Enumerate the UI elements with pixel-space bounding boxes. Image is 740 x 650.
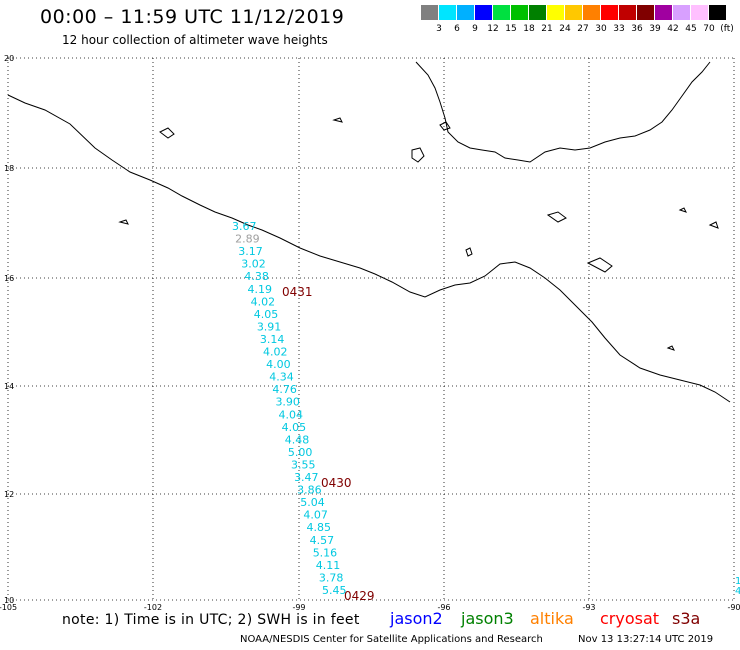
wave-height-value: 3.47 xyxy=(294,471,319,484)
legend-label: 15 xyxy=(505,24,517,34)
legend-swatch xyxy=(547,5,564,20)
legend-label: 24 xyxy=(559,24,571,34)
edge-marks: 14 xyxy=(735,576,740,597)
satellite-name: jason2 xyxy=(390,609,443,628)
map-title: 00:00 – 11:59 UTC 11/12/2019 xyxy=(40,6,345,28)
wave-height-value: 5.16 xyxy=(313,546,338,559)
pass-time-label: 0430 xyxy=(321,476,352,490)
legend-swatch xyxy=(691,5,708,20)
legend-swatch xyxy=(583,5,600,20)
longitude-label: -102 xyxy=(144,603,162,612)
wave-height-value: 4.57 xyxy=(310,534,335,547)
legend-swatch xyxy=(637,5,654,20)
legend-swatch xyxy=(673,5,690,20)
wave-height-value: 3.91 xyxy=(257,320,282,333)
wave-height-value: 5.00 xyxy=(288,446,313,459)
wave-height-value: 4.00 xyxy=(266,358,291,371)
longitude-label: -96 xyxy=(437,603,450,612)
legend-label: 33 xyxy=(613,24,625,34)
legend-label: 39 xyxy=(649,24,661,34)
map-grid xyxy=(7,57,735,601)
edge-value-mark: 1 xyxy=(735,576,740,587)
pass-time-label: 0431 xyxy=(282,285,313,299)
wave-height-value: 4.05 xyxy=(254,308,278,321)
legend-label: 70 xyxy=(703,24,715,34)
legend-label: 18 xyxy=(523,24,535,34)
legend-swatch xyxy=(529,5,546,20)
axis-tick-labels: 20 18 16 14 12 10-105 -102 -99 -96 -93 -90 xyxy=(0,54,740,612)
latitude-label: 18 xyxy=(4,164,14,173)
legend-swatch xyxy=(439,5,456,20)
edge-value-mark: 4 xyxy=(735,586,740,597)
wave-height-value: 4.02 xyxy=(263,346,288,359)
longitude-label: -99 xyxy=(292,603,305,612)
legend-label: 30 xyxy=(595,24,607,34)
latitude-label: 12 xyxy=(4,490,14,499)
wave-height-value: 4.02 xyxy=(251,295,276,308)
legend-swatch xyxy=(457,5,474,20)
wave-height-value: 4.04 xyxy=(279,408,304,421)
coastline xyxy=(7,61,731,403)
legend-label: 21 xyxy=(541,24,553,34)
legend-label: 12 xyxy=(487,24,499,34)
pass-time-label: 0429 xyxy=(344,589,375,603)
legend-label: 9 xyxy=(472,24,478,34)
wave-height-value: 4.05 xyxy=(282,421,307,434)
legend-label: (ft) xyxy=(720,24,734,34)
wave-height-value: 3.55 xyxy=(291,458,316,471)
legend-swatch xyxy=(655,5,672,20)
wave-height-value: 5.04 xyxy=(300,496,325,509)
legend-swatch xyxy=(493,5,510,20)
wave-height-value: 4.07 xyxy=(303,509,328,522)
wave-height-value: 4.38 xyxy=(244,270,269,283)
wave-height-value: 3.86 xyxy=(297,484,322,497)
credit-text: NOAA/NESDIS Center for Satellite Applica… xyxy=(240,634,543,645)
satellite-name: s3a xyxy=(672,609,701,628)
wave-height-track: 3.672.893.173.024.384.194.024.053.913.14… xyxy=(232,220,347,597)
legend-swatch xyxy=(421,5,438,20)
footer-note: note: 1) Time is in UTC; 2) SWH is in fe… xyxy=(62,612,360,628)
legend-swatch xyxy=(709,5,726,20)
legend-label: 42 xyxy=(667,24,679,34)
legend-label: 36 xyxy=(631,24,643,34)
wave-height-value: 4.85 xyxy=(306,521,331,534)
pass-time-labels: 0431 0430 0429 xyxy=(282,285,375,603)
generation-date: Nov 13 13:27:14 UTC 2019 xyxy=(578,634,714,645)
wave-height-value: 3.14 xyxy=(260,333,285,346)
satellite-name: cryosat xyxy=(600,609,660,628)
wave-height-value: 5.45 xyxy=(322,584,347,597)
legend-label: 45 xyxy=(685,24,697,34)
latitude-label: 16 xyxy=(4,274,14,283)
wave-height-value: 2.89 xyxy=(235,233,260,246)
wave-height-value: 3.67 xyxy=(232,220,257,233)
legend-swatch xyxy=(619,5,636,20)
legend-swatch xyxy=(565,5,582,20)
wave-height-value: 4.76 xyxy=(272,383,297,396)
wave-height-value: 4.34 xyxy=(269,371,294,384)
satellite-name: altika xyxy=(530,609,574,628)
legend-swatch xyxy=(511,5,528,20)
latitude-label: 20 xyxy=(4,54,14,63)
longitude-label: -93 xyxy=(582,603,595,612)
legend-label: 3 xyxy=(436,24,442,34)
wave-height-value: 4.11 xyxy=(316,559,341,572)
map-subtitle: 12 hour collection of altimeter wave hei… xyxy=(62,33,328,47)
legend-label: 6 xyxy=(454,24,460,34)
satellite-name: jason3 xyxy=(461,609,514,628)
latitude-label: 14 xyxy=(4,382,14,391)
legend-swatch xyxy=(601,5,618,20)
wave-height-value: 4.48 xyxy=(285,433,310,446)
wave-height-value: 4.19 xyxy=(248,283,273,296)
legend-swatch xyxy=(475,5,492,20)
longitude-label: -105 xyxy=(0,603,17,612)
wave-height-value: 3.17 xyxy=(238,245,263,258)
latitude-label: 10 xyxy=(4,596,14,605)
wave-height-value: 3.78 xyxy=(319,571,344,584)
wave-height-value: 3.02 xyxy=(241,258,266,271)
wave-height-value: 3.90 xyxy=(275,396,300,409)
legend-label: 27 xyxy=(577,24,589,34)
longitude-label: -90 xyxy=(727,603,740,612)
